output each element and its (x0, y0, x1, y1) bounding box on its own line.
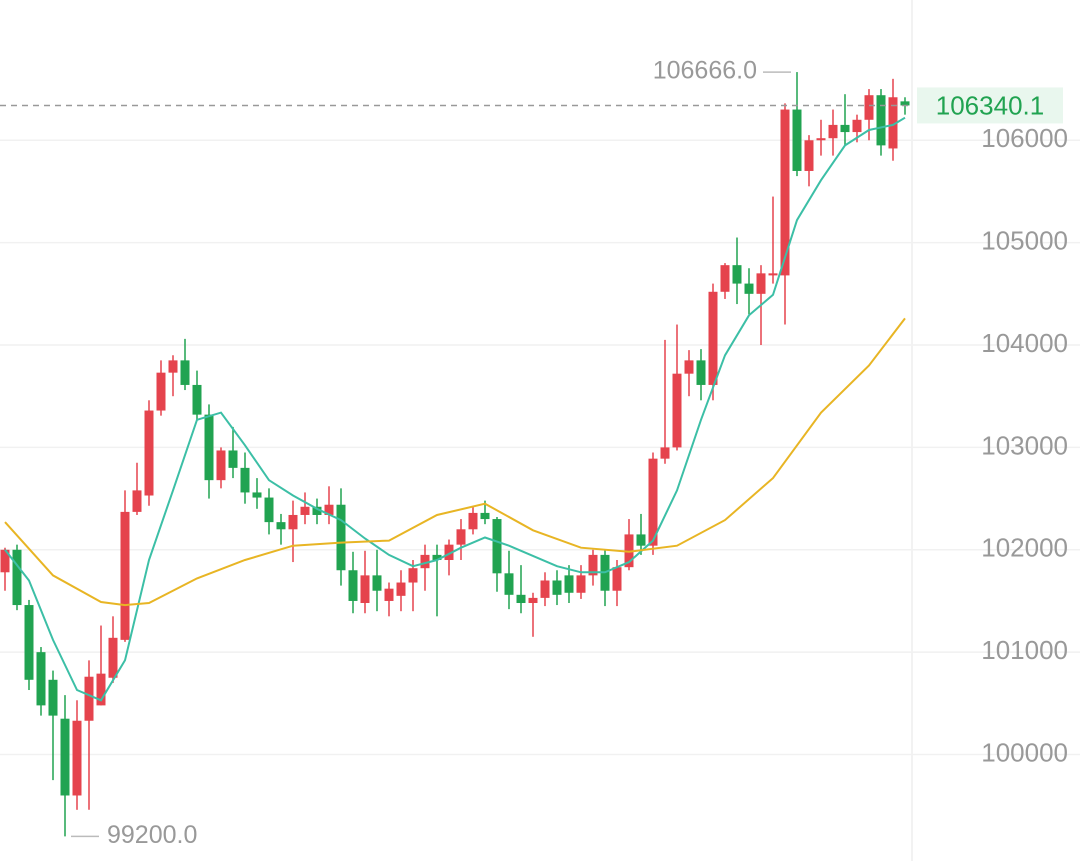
candle-body (252, 492, 262, 498)
candle-body (660, 447, 670, 459)
candle-body (216, 450, 226, 481)
candle-body (516, 594, 526, 604)
candle-body (432, 554, 442, 561)
candle-body (12, 549, 22, 606)
candle-body (828, 124, 838, 139)
candle-body (132, 490, 142, 512)
candle-body (228, 450, 238, 468)
candle-body (804, 140, 814, 171)
annotation-label: 106666.0 (653, 57, 757, 85)
candle-body (108, 637, 118, 678)
candle-body (636, 534, 646, 546)
candle-body (360, 575, 370, 604)
candle-body (696, 360, 706, 385)
y-tick-label: 106000 (981, 123, 1068, 153)
candle-body (720, 265, 730, 292)
candle-body (684, 360, 694, 374)
candle-body (384, 588, 394, 601)
candle-body (180, 360, 190, 385)
candle-body (792, 109, 802, 171)
y-tick-label: 104000 (981, 328, 1068, 358)
candle-body (408, 568, 418, 583)
last-price-box (917, 87, 1063, 124)
candle-body (504, 573, 514, 595)
candle-body (588, 554, 598, 576)
candle-body (552, 580, 562, 595)
y-tick-label: 102000 (981, 533, 1068, 563)
candle-body (264, 497, 274, 523)
candle-body (744, 283, 754, 294)
candle-body (648, 458, 658, 546)
moving-average-line (4, 116, 906, 702)
candle-body (144, 410, 154, 496)
y-tick-label: 105000 (981, 226, 1068, 256)
candle-body (396, 582, 406, 596)
candle-body (288, 514, 298, 530)
candle-body (444, 544, 454, 561)
candle-body (336, 504, 346, 571)
candle-body (864, 95, 874, 120)
candle-body (120, 511, 130, 640)
candle-body (576, 575, 586, 593)
moving-average-line (4, 317, 906, 607)
candle-body (324, 504, 334, 515)
candle-body (348, 570, 358, 601)
candle-body (816, 138, 826, 141)
candle-body (84, 676, 94, 721)
y-tick-label: 100000 (981, 737, 1068, 767)
last-price-label: 106340.1 (936, 90, 1044, 120)
candle-body (240, 467, 250, 493)
candle-body (888, 97, 898, 149)
candle-body (156, 372, 166, 411)
candle-body (840, 124, 850, 133)
candle-body (528, 597, 538, 604)
candle-body (36, 652, 46, 706)
candle-body (780, 109, 790, 276)
candle-body (900, 101, 910, 106)
candle-body (192, 384, 202, 415)
candle-body (168, 360, 178, 373)
candle-body (372, 575, 382, 591)
candle-body (876, 95, 886, 146)
candle-body (96, 673, 106, 706)
candle-body (672, 373, 682, 448)
candle-body (72, 720, 82, 796)
candle-body (420, 554, 430, 569)
candle-body (456, 529, 466, 545)
candle-body (48, 679, 58, 716)
candle-body (564, 575, 574, 593)
candle-body (852, 119, 862, 133)
candle-body (756, 273, 766, 294)
candle-body (276, 522, 286, 530)
candle-body (768, 273, 778, 276)
candle-body (732, 265, 742, 284)
candle-body (492, 519, 502, 574)
candle-body (468, 512, 478, 530)
candle-body (300, 506, 310, 515)
annotation-label: 99200.0 (107, 821, 197, 849)
candle-body (480, 512, 490, 520)
candle-body (60, 718, 70, 796)
y-tick-label: 103000 (981, 430, 1068, 460)
candle-body (24, 605, 34, 680)
candle-body (312, 506, 322, 515)
candle-body (204, 414, 214, 481)
candle-body (612, 567, 622, 591)
candle-body (540, 580, 550, 598)
candle-body (0, 549, 10, 573)
y-tick-label: 101000 (981, 635, 1068, 665)
candle-body (708, 291, 718, 385)
